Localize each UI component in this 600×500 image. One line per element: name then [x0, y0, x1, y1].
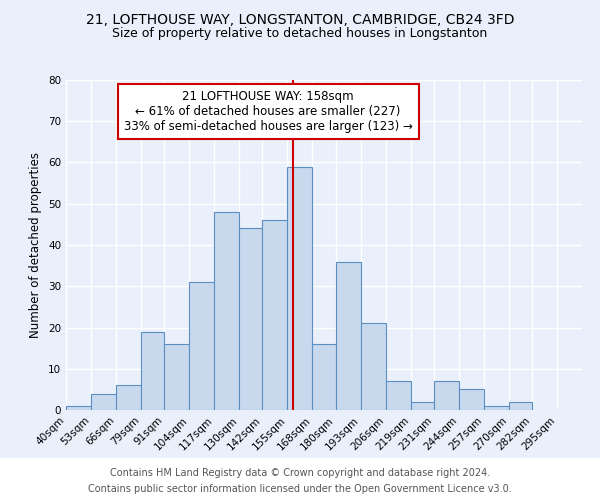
Bar — [116, 385, 141, 410]
Bar — [335, 262, 361, 410]
Bar — [239, 228, 262, 410]
Y-axis label: Number of detached properties: Number of detached properties — [29, 152, 43, 338]
Bar — [313, 344, 335, 410]
Bar — [361, 324, 386, 410]
Bar — [459, 390, 484, 410]
Text: Contains HM Land Registry data © Crown copyright and database right 2024.: Contains HM Land Registry data © Crown c… — [110, 468, 490, 477]
Bar — [410, 402, 434, 410]
Bar — [164, 344, 189, 410]
Text: 21, LOFTHOUSE WAY, LONGSTANTON, CAMBRIDGE, CB24 3FD: 21, LOFTHOUSE WAY, LONGSTANTON, CAMBRIDG… — [86, 12, 514, 26]
Bar — [141, 332, 164, 410]
Bar — [509, 402, 532, 410]
Bar — [262, 220, 287, 410]
Bar — [214, 212, 239, 410]
Bar — [434, 381, 459, 410]
Text: Size of property relative to detached houses in Longstanton: Size of property relative to detached ho… — [112, 28, 488, 40]
Text: Contains public sector information licensed under the Open Government Licence v3: Contains public sector information licen… — [88, 484, 512, 494]
Bar — [287, 166, 313, 410]
Text: 21 LOFTHOUSE WAY: 158sqm
← 61% of detached houses are smaller (227)
33% of semi-: 21 LOFTHOUSE WAY: 158sqm ← 61% of detach… — [124, 90, 413, 134]
Bar — [189, 282, 214, 410]
Bar — [386, 381, 410, 410]
Bar — [91, 394, 116, 410]
Bar — [484, 406, 509, 410]
Bar — [66, 406, 91, 410]
X-axis label: Distribution of detached houses by size in Longstanton: Distribution of detached houses by size … — [161, 460, 487, 473]
